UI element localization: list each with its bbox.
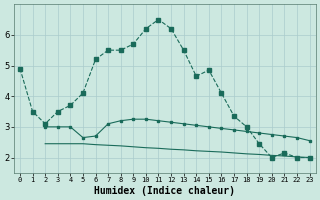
X-axis label: Humidex (Indice chaleur): Humidex (Indice chaleur) — [94, 186, 235, 196]
